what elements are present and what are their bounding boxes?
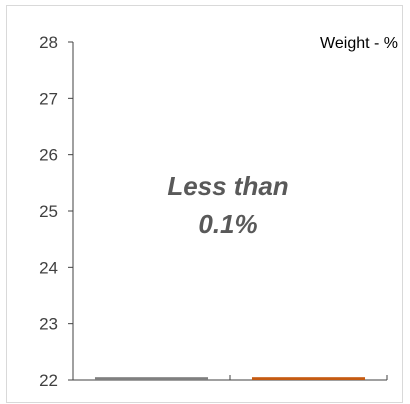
legend-label: Weight - % <box>320 35 398 52</box>
y-tick-label: 25 <box>39 202 58 221</box>
y-tick-label: 28 <box>39 33 58 52</box>
chart-frame <box>6 5 403 403</box>
y-tick-label: 22 <box>39 371 58 390</box>
y-axis: 22 23 24 25 26 27 28 <box>39 33 74 390</box>
y-tick-label: 27 <box>39 89 58 108</box>
annotation-line-1: Less than <box>167 171 288 201</box>
y-tick-label: 26 <box>39 146 58 165</box>
bar-2 <box>251 377 366 380</box>
bar-1 <box>94 377 209 380</box>
bars <box>94 377 366 380</box>
y-tick-label: 23 <box>39 315 58 334</box>
y-tick-label: 24 <box>39 258 58 277</box>
annotation-line-2: 0.1% <box>198 209 257 239</box>
